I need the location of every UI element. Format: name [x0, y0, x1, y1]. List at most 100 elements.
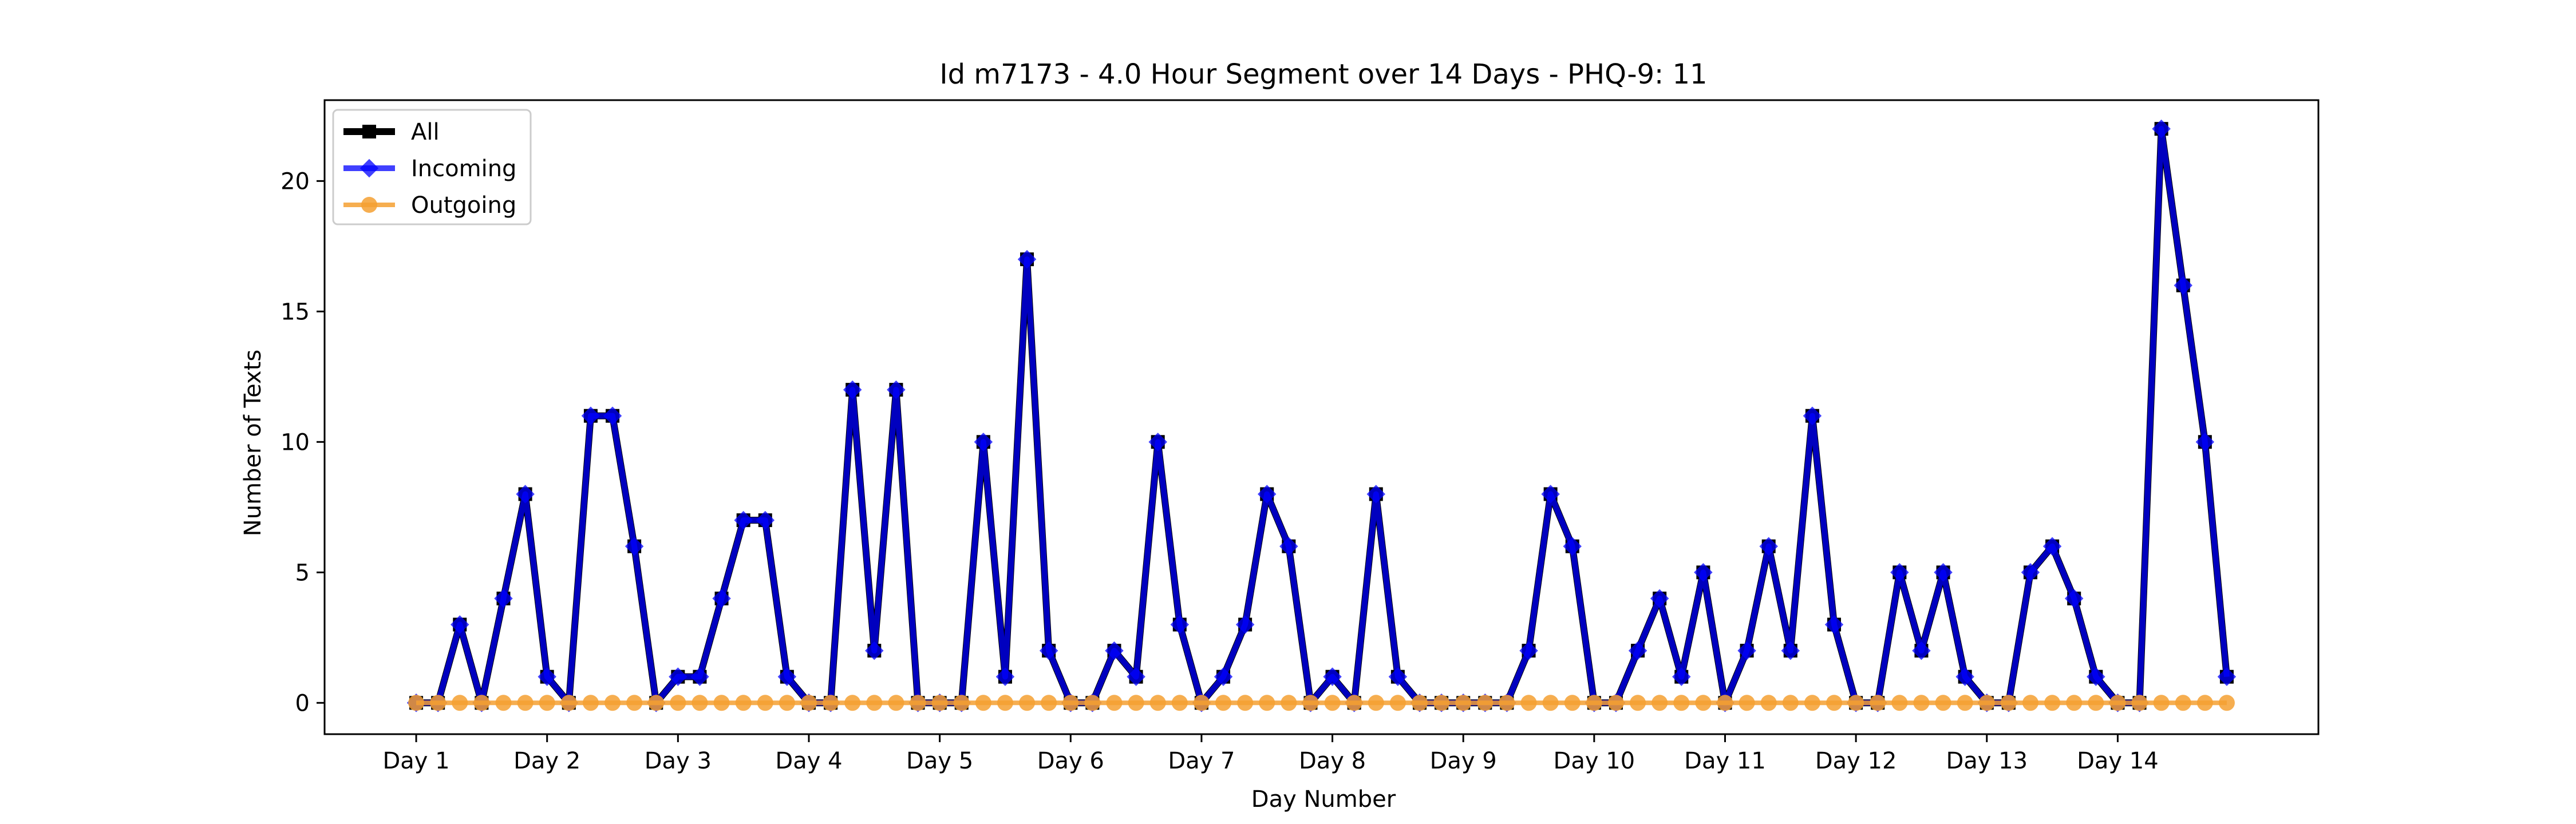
- x-tick-label: Day 6: [1037, 748, 1104, 774]
- data-point-outgoing: [1259, 695, 1275, 711]
- data-point-outgoing: [997, 695, 1013, 711]
- legend-item-incoming: Incoming: [343, 156, 516, 182]
- legend-swatch-marker: [362, 125, 376, 138]
- data-point-incoming: [1781, 641, 1800, 660]
- y-tick-label: 10: [280, 429, 310, 455]
- data-point-incoming: [1890, 563, 1909, 582]
- data-point-incoming: [1759, 537, 1778, 556]
- x-tick-label: Day 5: [906, 748, 973, 774]
- data-point-incoming: [1519, 641, 1538, 660]
- data-point-outgoing: [1149, 695, 1166, 711]
- data-point-outgoing: [1804, 695, 1820, 711]
- data-point-outgoing: [975, 695, 991, 711]
- y-tick-label: 5: [295, 560, 310, 586]
- data-point-outgoing: [1630, 695, 1646, 711]
- data-point-incoming: [995, 667, 1015, 686]
- x-tick-label: Day 4: [775, 748, 842, 774]
- data-point-incoming: [1541, 485, 1560, 504]
- data-point-outgoing: [1368, 695, 1384, 711]
- data-point-outgoing: [1826, 695, 1843, 711]
- data-point-outgoing: [866, 695, 883, 711]
- data-point-incoming: [756, 510, 775, 530]
- data-point-outgoing: [953, 695, 970, 711]
- data-point-incoming: [1737, 641, 1756, 660]
- data-point-outgoing: [735, 695, 752, 711]
- legend-label: All: [411, 119, 440, 145]
- legend-box: [332, 109, 532, 225]
- data-point-outgoing: [2131, 695, 2148, 711]
- data-point-incoming: [2174, 276, 2192, 295]
- data-point-outgoing: [2196, 695, 2213, 711]
- data-point-incoming: [865, 641, 884, 660]
- data-point-outgoing: [626, 695, 643, 711]
- data-point-incoming: [1650, 589, 1669, 608]
- data-point-incoming: [1912, 641, 1931, 660]
- data-point-outgoing: [1564, 695, 1581, 711]
- data-point-outgoing: [1499, 695, 1515, 711]
- data-point-outgoing: [1193, 695, 1210, 711]
- legend-item-all: All: [343, 119, 440, 145]
- data-point-outgoing: [1281, 695, 1297, 711]
- x-tick-label: Day 10: [1554, 748, 1635, 774]
- data-point-incoming: [1824, 615, 1844, 634]
- data-point-incoming: [1214, 667, 1233, 686]
- data-point-outgoing: [844, 695, 861, 711]
- series-incoming: [406, 119, 2237, 712]
- data-point-outgoing: [1215, 695, 1232, 711]
- data-point-incoming: [843, 380, 862, 399]
- data-point-incoming: [1039, 641, 1058, 660]
- data-point-outgoing: [605, 695, 621, 711]
- data-point-incoming: [1235, 615, 1255, 634]
- data-point-incoming: [625, 537, 644, 556]
- data-point-incoming: [669, 667, 688, 686]
- data-point-outgoing: [1782, 695, 1799, 711]
- data-point-incoming: [1803, 406, 1822, 425]
- data-point-outgoing: [713, 695, 730, 711]
- legend-label: Incoming: [411, 156, 516, 182]
- x-tick-label: Day 13: [1946, 748, 2028, 774]
- data-point-incoming: [581, 406, 600, 425]
- data-point-incoming: [1323, 667, 1342, 686]
- data-point-outgoing: [1520, 695, 1537, 711]
- data-point-incoming: [1694, 563, 1713, 582]
- data-point-outgoing: [1346, 695, 1362, 711]
- x-tick-label: Day 14: [2077, 748, 2159, 774]
- chart-title: Id m7173 - 4.0 Hour Segment over 14 Days…: [939, 58, 1707, 90]
- data-point-incoming: [1563, 537, 1582, 556]
- data-point-incoming: [1366, 485, 1386, 504]
- data-point-outgoing: [408, 695, 425, 711]
- x-tick-label: Day 7: [1168, 748, 1235, 774]
- data-point-outgoing: [560, 695, 577, 711]
- data-point-incoming: [1170, 615, 1190, 634]
- data-point-outgoing: [1324, 695, 1341, 711]
- series-all: [409, 122, 2234, 710]
- data-point-incoming: [2195, 433, 2215, 451]
- x-tick-label: Day 2: [513, 748, 580, 774]
- data-point-incoming: [1955, 667, 1974, 686]
- data-point-incoming: [1388, 667, 1408, 686]
- data-point-outgoing: [1389, 695, 1406, 711]
- data-point-incoming: [2042, 537, 2062, 556]
- x-tick-label: Day 1: [382, 748, 449, 774]
- data-point-outgoing: [670, 695, 686, 711]
- data-point-outgoing: [1891, 695, 1908, 711]
- data-point-outgoing: [910, 695, 926, 711]
- data-point-outgoing: [1542, 695, 1559, 711]
- data-point-outgoing: [1586, 695, 1602, 711]
- data-point-outgoing: [888, 695, 904, 711]
- data-point-outgoing: [1978, 695, 1995, 711]
- data-point-outgoing: [1935, 695, 1951, 711]
- data-point-incoming: [1672, 667, 1691, 686]
- data-point-outgoing: [823, 695, 839, 711]
- data-point-incoming: [2064, 589, 2084, 608]
- data-point-outgoing: [2044, 695, 2061, 711]
- y-tick-label: 20: [280, 168, 310, 195]
- data-point-outgoing: [2088, 695, 2104, 711]
- data-point-outgoing: [1695, 695, 1712, 711]
- data-point-outgoing: [1411, 695, 1428, 711]
- data-point-outgoing: [1019, 695, 1036, 711]
- data-point-incoming: [734, 510, 753, 530]
- data-point-outgoing: [1455, 695, 1472, 711]
- data-point-outgoing: [692, 695, 708, 711]
